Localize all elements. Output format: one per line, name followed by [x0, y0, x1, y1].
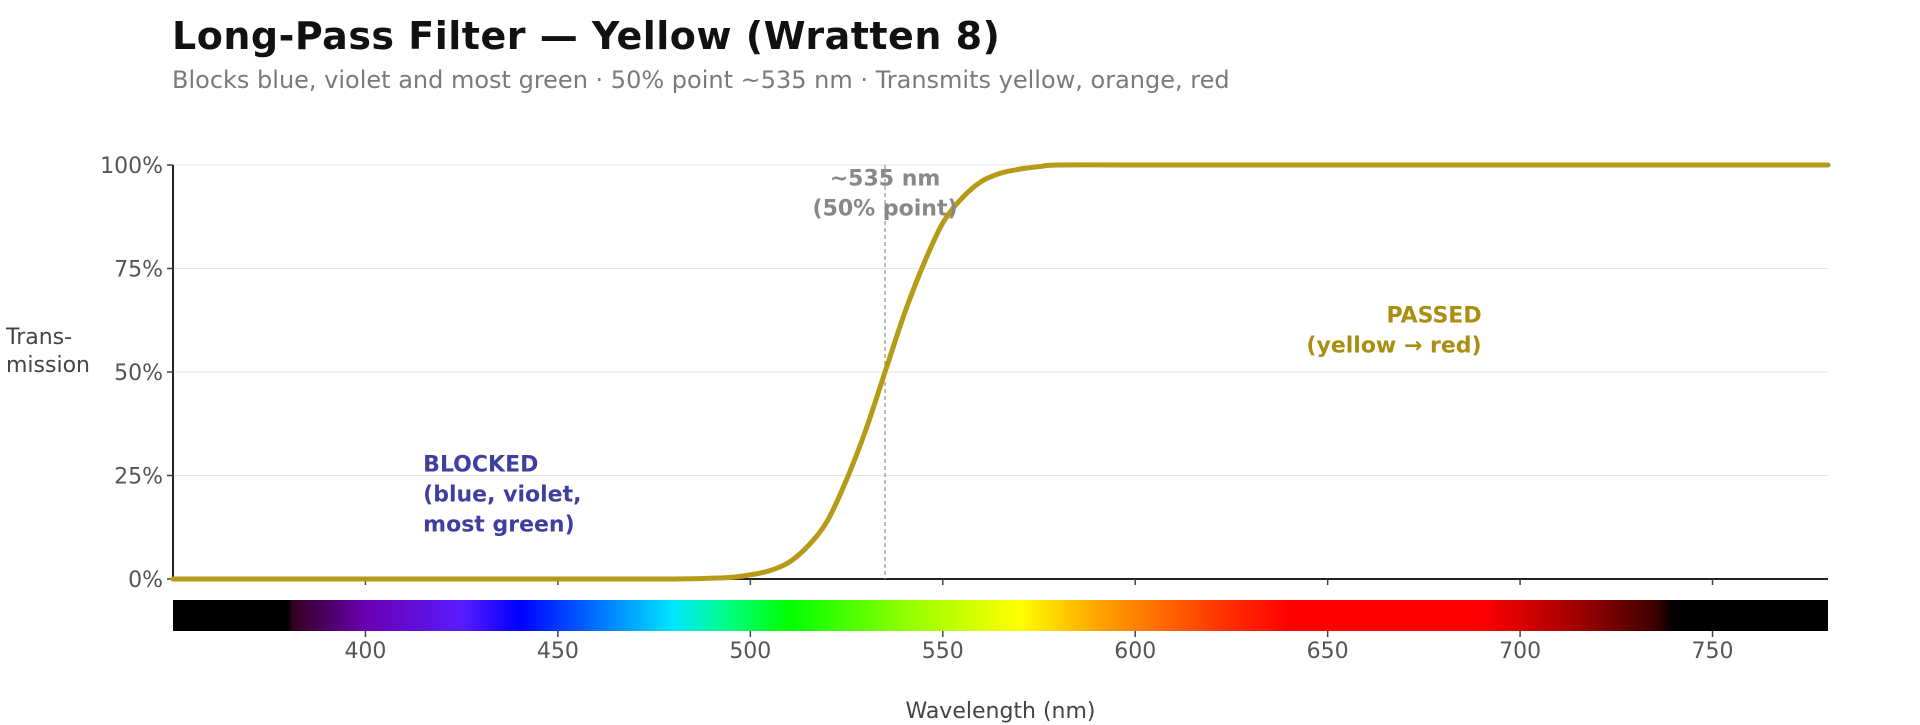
x-tick-label: 700	[1499, 639, 1541, 664]
annotations: ~535 nm (50% point) BLOCKED (blue, violet, m…	[423, 167, 1481, 538]
chart-title: Long-Pass Filter — Yellow (Wratten 8)	[172, 14, 1001, 58]
x-tick-label: 550	[922, 639, 964, 664]
transmission-curve	[170, 162, 1831, 582]
data-point	[1037, 165, 1041, 168]
annotation-line: BLOCKED	[423, 452, 538, 477]
data-point	[806, 544, 810, 548]
y-tick-label: 0%	[128, 568, 163, 593]
annotation-line: PASSED	[1386, 303, 1481, 328]
data-point	[1326, 163, 1329, 167]
data-point	[883, 370, 887, 374]
x-tick-label: 500	[729, 639, 771, 664]
annotation-passed: PASSED (yellow → red)	[1306, 303, 1481, 358]
data-point	[1711, 163, 1714, 167]
data-point	[787, 561, 791, 564]
data-point	[672, 577, 675, 581]
x-tick-label: 450	[537, 639, 579, 664]
y-axis-label-line: mission	[6, 353, 90, 378]
annotation-line: (yellow → red)	[1306, 333, 1481, 358]
x-tick-label: 400	[344, 639, 386, 664]
y-ticks: 0% 25% 50% 75% 100%	[100, 154, 173, 593]
data-point	[1134, 163, 1137, 167]
annotation-line: (blue, violet,	[423, 482, 581, 507]
chart-subtitle: Blocks blue, violet and most green · 50%…	[172, 66, 1230, 94]
data-point	[768, 569, 771, 572]
axis-labels: Wavelength (nm) Trans-mission	[5, 325, 1096, 724]
annotation-line: ~535 nm	[830, 167, 941, 192]
data-point	[749, 573, 752, 577]
data-point	[980, 180, 983, 183]
x-tick-label: 750	[1692, 639, 1734, 664]
y-tick-label: 75%	[114, 258, 163, 283]
annotation-blocked: BLOCKED (blue, violet, most green)	[423, 452, 581, 537]
x-axis-label: Wavelength (nm)	[905, 699, 1095, 724]
y-axis-label-line: Trans-	[5, 325, 72, 350]
data-point	[999, 172, 1002, 175]
data-point	[845, 478, 848, 481]
data-point	[729, 576, 733, 579]
y-tick-label: 50%	[114, 361, 163, 386]
data-point	[364, 577, 367, 581]
data-point	[1057, 163, 1060, 167]
y-axis-label: Trans-mission	[5, 325, 90, 378]
annotation-50-point: ~535 nm (50% point)	[813, 167, 958, 222]
data-point	[1826, 163, 1830, 167]
y-tick-label: 25%	[114, 465, 163, 490]
x-tick-label: 650	[1307, 639, 1349, 664]
data-point	[1518, 163, 1522, 167]
data-point	[710, 576, 714, 580]
y-tick-label: 100%	[100, 154, 163, 179]
x-ticks: 400 450 500 550 600 650 700 750	[344, 579, 1734, 664]
data-point	[171, 577, 175, 581]
data-point	[922, 263, 925, 266]
data-point	[556, 577, 560, 581]
data-point	[864, 428, 867, 432]
grid-lines	[173, 164, 1828, 476]
spectrum-bar-gradient	[173, 600, 1828, 631]
spectrum-bar	[173, 600, 1828, 631]
data-point	[941, 221, 944, 225]
data-point	[826, 519, 829, 523]
annotation-line: (50% point)	[813, 197, 958, 222]
data-point	[903, 312, 906, 316]
data-point	[1018, 167, 1021, 171]
data-point	[960, 196, 964, 200]
curve-group	[170, 162, 1831, 582]
x-tick-label: 600	[1114, 639, 1156, 664]
annotation-line: most green)	[423, 512, 574, 537]
